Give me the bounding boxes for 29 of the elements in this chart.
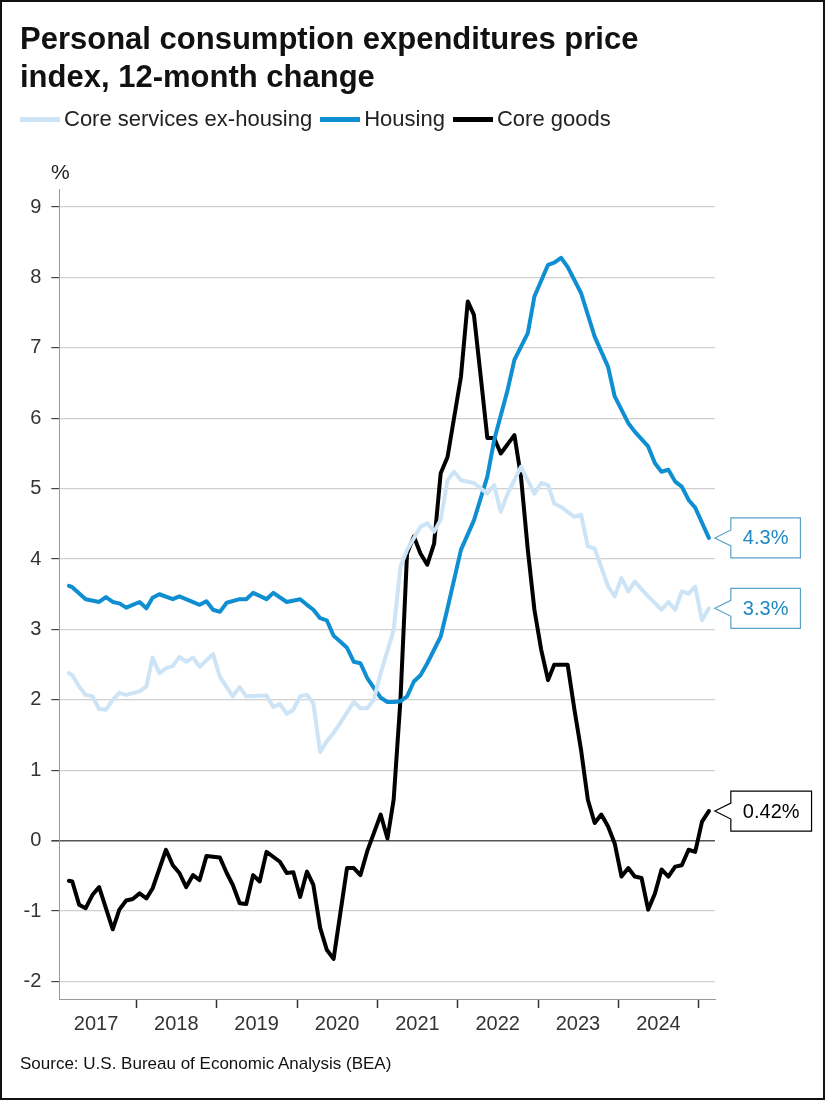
annotation: 4.3% [742, 526, 789, 549]
y-tick-label: -2 [23, 968, 42, 991]
legend-label: Core goods [496, 106, 611, 132]
y-tick-label: 6 [30, 405, 42, 428]
x-tick-label: 2017 [73, 1011, 119, 1034]
chart-title: Personal consumption expenditures price index, 12-month change [20, 20, 640, 96]
y-axis-title: % [50, 159, 70, 183]
y-tick-label: 5 [30, 476, 42, 499]
y-tick-label: 2 [30, 687, 42, 710]
y-tick-label: 4 [30, 546, 42, 569]
y-tick-label: 9 [30, 194, 42, 217]
x-tick-label: 2019 [234, 1011, 279, 1034]
source-note: Source: U.S. Bureau of Economic Analysis (BEA) [20, 1054, 392, 1074]
y-tick-label: 7 [30, 335, 42, 358]
x-tick-label: 2020 [314, 1011, 360, 1034]
legend-label: Core services ex-housing [64, 106, 313, 132]
y-tick-label: -1 [23, 898, 42, 921]
annotation: 3.3% [742, 596, 789, 619]
y-tick-label: 3 [30, 616, 42, 639]
x-tick-label: 2018 [154, 1011, 199, 1034]
legend-label: Housing [364, 106, 445, 132]
x-tick-label: 2021 [395, 1011, 440, 1034]
annotation: 0.42% [742, 799, 800, 822]
y-tick-label: 1 [30, 757, 42, 780]
x-tick-label: 2023 [555, 1011, 601, 1034]
x-tick-label: 2022 [475, 1011, 520, 1034]
y-tick-label: 0 [30, 828, 42, 851]
x-tick-label: 2024 [636, 1011, 681, 1034]
y-tick-label: 8 [30, 265, 42, 287]
